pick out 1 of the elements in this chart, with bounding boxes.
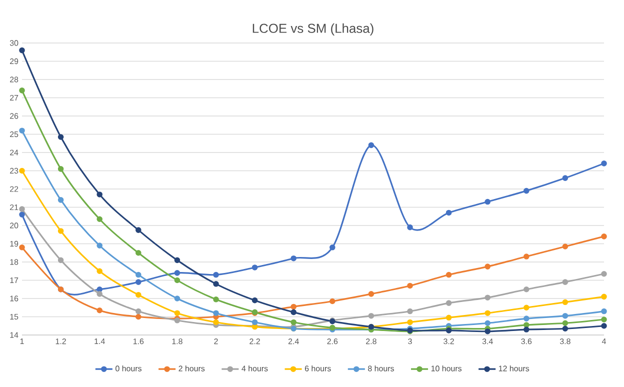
chart-title: LCOE vs SM (Lhasa): [252, 23, 374, 36]
